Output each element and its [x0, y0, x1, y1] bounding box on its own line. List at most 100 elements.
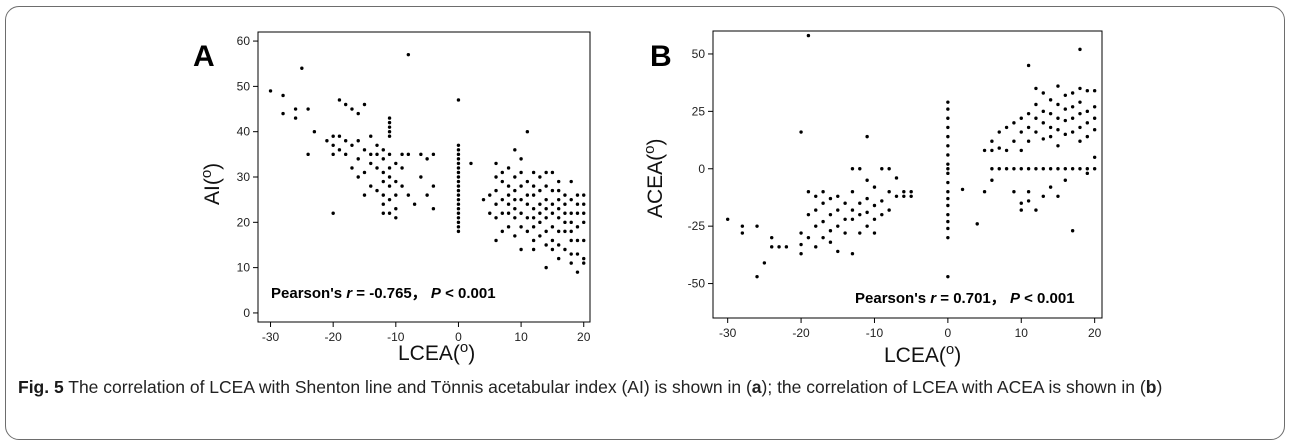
panel-a-data-point: [456, 143, 461, 147]
panel-a-data-point: [268, 89, 273, 93]
panel-a-data-point: [513, 188, 517, 193]
panel-b-data-point: [946, 274, 950, 279]
panel-a-data-point: [494, 216, 498, 220]
panel-a-data-point: [381, 148, 385, 152]
panel-b-y-tick-label: 25: [692, 104, 706, 118]
panel-a-y-tick-label: 10: [237, 261, 251, 275]
panel-b-data-point: [836, 224, 840, 228]
panel-a-data-point: [513, 197, 517, 202]
panel-a-data-point: [400, 184, 404, 188]
panel-a-y-tick-label: 60: [237, 34, 251, 48]
panel-b-data-point: [1041, 109, 1045, 114]
panel-a-data-point: [544, 184, 548, 188]
panel-b-data-point: [1034, 167, 1038, 171]
panel-a-data-point: [387, 175, 392, 179]
panel-a-x-tick-label: -20: [324, 330, 342, 344]
panel-b-data-point: [1034, 102, 1038, 107]
panel-a-data-point: [356, 157, 360, 161]
panel-a-data-point: [456, 216, 461, 220]
panel-a-data-point: [575, 270, 580, 274]
panel-b-data-point: [997, 130, 1001, 134]
panel-a-data-point: [575, 202, 580, 206]
panel-a-data-point: [456, 175, 461, 179]
panel-b-data-point: [872, 185, 877, 189]
panel-b-data-point: [806, 212, 811, 217]
panel-a-data-point: [293, 107, 298, 111]
panel-a-data-point: [538, 175, 542, 179]
panel-a-data-point: [362, 102, 367, 107]
panel-a-x-tick-label: 0: [455, 330, 462, 344]
panel-a-data-point: [550, 247, 555, 252]
panel-a-data-point: [387, 197, 392, 202]
panel-a-data-point: [337, 98, 342, 102]
panel-b-data-point: [1085, 134, 1090, 139]
panel-a-data-point: [394, 179, 398, 184]
panel-b-x-tick-label: -20: [792, 326, 810, 340]
panel-a-data-point: [356, 175, 360, 179]
panel-a-data-point: [331, 134, 335, 138]
panel-a-data-point: [281, 93, 285, 98]
panel-b-data-point: [946, 171, 950, 176]
panel-b-data-point: [997, 167, 1001, 171]
panel-a-data-point: [494, 238, 498, 243]
panel-a-data-point: [400, 152, 404, 157]
panel-b-data-point: [1026, 125, 1031, 130]
panel-a-data-point: [494, 175, 498, 179]
panel-a-data-point: [375, 166, 379, 170]
panel-a-data-point: [531, 216, 536, 220]
panel-a-data-point: [350, 166, 354, 170]
panel-a-data-point: [575, 238, 580, 243]
panel-b-data-point: [806, 190, 811, 194]
panel-a-data-point: [563, 220, 567, 225]
panel-a-data-point: [381, 157, 385, 161]
panel-a-data-point: [531, 184, 536, 188]
panel-a-data-point: [400, 166, 404, 170]
panel-a-data-point: [582, 202, 586, 206]
panel-a-data-point: [519, 225, 523, 229]
panel-a-data-point: [544, 207, 548, 211]
panel-b-data-point: [887, 167, 891, 171]
panel-b-data-point: [1048, 125, 1053, 130]
panel-a-data-point: [519, 184, 523, 188]
panel-a-data-point: [431, 207, 436, 211]
panel-b-data-point: [1034, 116, 1038, 120]
panel-a-data-point: [456, 161, 461, 166]
panel-b-data-point: [843, 231, 847, 235]
panel-b-x-label: LCEA(o): [884, 341, 961, 367]
panel-b-data-point: [982, 148, 987, 153]
panel-a-data-point: [563, 247, 567, 252]
caption-text-part3: ): [1156, 377, 1163, 397]
panel-b-data-point: [865, 210, 869, 215]
panel-a-data-point: [531, 207, 536, 211]
panel-b-y-tick-label: -25: [688, 219, 706, 233]
panel-b-data-point: [872, 203, 877, 208]
figure-border: [5, 6, 1285, 440]
panel-a-data-point: [582, 193, 586, 197]
panel-b-data-point: [909, 194, 913, 199]
panel-b-data-point: [1092, 167, 1097, 171]
panel-b-data-point: [821, 201, 825, 205]
panel-b-x-tick-label: 0: [945, 326, 952, 340]
panel-a-data-point: [381, 170, 385, 175]
panel-b-data-point: [880, 167, 884, 171]
panel-a-data-point: [306, 107, 310, 111]
panel-b-data-point: [1063, 93, 1068, 97]
panel-a-data-point: [431, 184, 436, 188]
panel-a-data-point: [394, 207, 398, 211]
panel-a-data-point: [331, 143, 335, 147]
panel-a-data-point: [343, 139, 348, 143]
caption-figure-label: Fig. 5: [18, 377, 64, 397]
panel-b-data-point: [799, 231, 803, 235]
panel-b-data-point: [1056, 167, 1060, 171]
panel-b-data-point: [1048, 167, 1053, 171]
panel-b-data-point: [799, 130, 803, 134]
panel-b-data-point: [806, 33, 811, 38]
panel-b-data-point: [1019, 116, 1023, 120]
panel-b-data-point: [1012, 121, 1016, 125]
panel-b-data-point: [909, 190, 913, 194]
panel-a-data-point: [419, 152, 423, 157]
panel-a-data-point: [519, 157, 523, 161]
panel-b-data-point: [894, 194, 899, 199]
panel-b-y-ticks: -50 -25 0 25 50: [688, 47, 713, 291]
panel-a: A 0 10 20 30 40 50 60 -30 -20 -10 0 10 20 Pearson's…: [193, 31, 591, 365]
